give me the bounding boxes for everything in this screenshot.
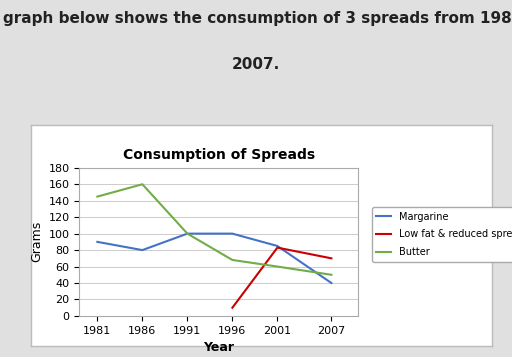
Title: Consumption of Spreads: Consumption of Spreads (123, 149, 315, 162)
Y-axis label: Grams: Grams (30, 221, 43, 262)
Text: 2007.: 2007. (232, 57, 280, 72)
X-axis label: Year: Year (203, 341, 234, 354)
Text: The graph below shows the consumption of 3 spreads from 1981 to: The graph below shows the consumption of… (0, 11, 512, 26)
Legend: Margarine, Low fat & reduced spreads, Butter: Margarine, Low fat & reduced spreads, Bu… (372, 207, 512, 262)
